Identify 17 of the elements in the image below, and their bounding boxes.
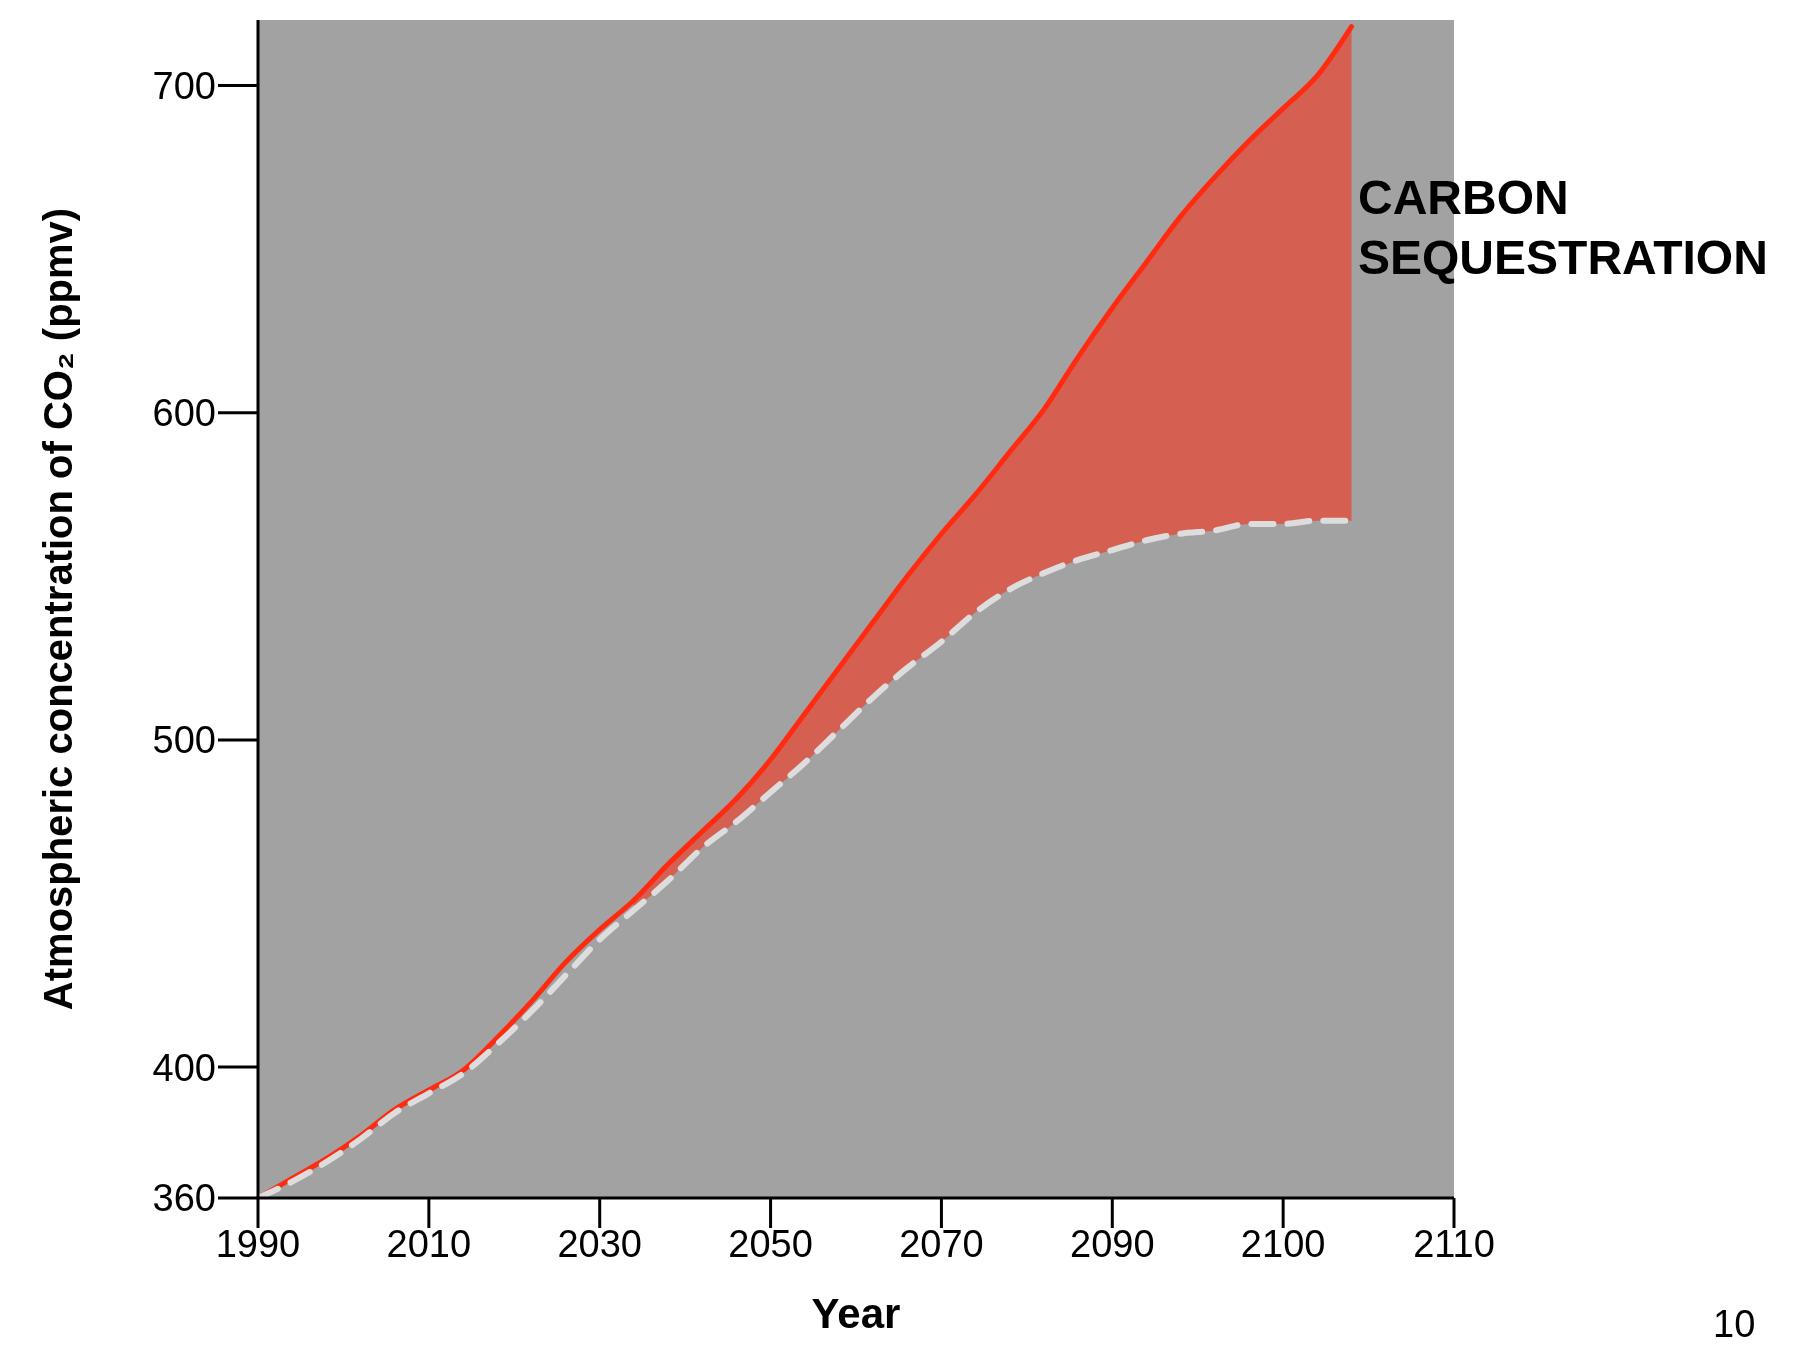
x-tick-label: 2030 <box>557 1222 642 1265</box>
x-tick-label: 2100 <box>1240 1222 1326 1265</box>
x-tick-label: 2050 <box>728 1222 813 1265</box>
x-axis-title: Year <box>811 1290 901 1337</box>
annotation: CARBON SEQUESTRATION <box>1358 170 1769 286</box>
text: 10 <box>1713 1303 1756 1346</box>
x-tick-label: 2110 <box>1413 1222 1495 1265</box>
x-tick-label: 2070 <box>899 1222 984 1265</box>
y-axis-title: Atmospheric concentration of CO₂ (ppmv) <box>36 207 81 1011</box>
y-tick-label: 400 <box>152 1046 216 1089</box>
y-tick-label: 500 <box>152 719 216 762</box>
y-tick-label: 700 <box>152 64 216 107</box>
x-tick-label: 1990 <box>215 1222 301 1265</box>
y-tick-label: 360 <box>152 1177 216 1220</box>
x-tick-label: 2090 <box>1070 1222 1155 1265</box>
y-tick-label: 600 <box>152 392 216 435</box>
x-tick-label: 2010 <box>386 1222 472 1265</box>
